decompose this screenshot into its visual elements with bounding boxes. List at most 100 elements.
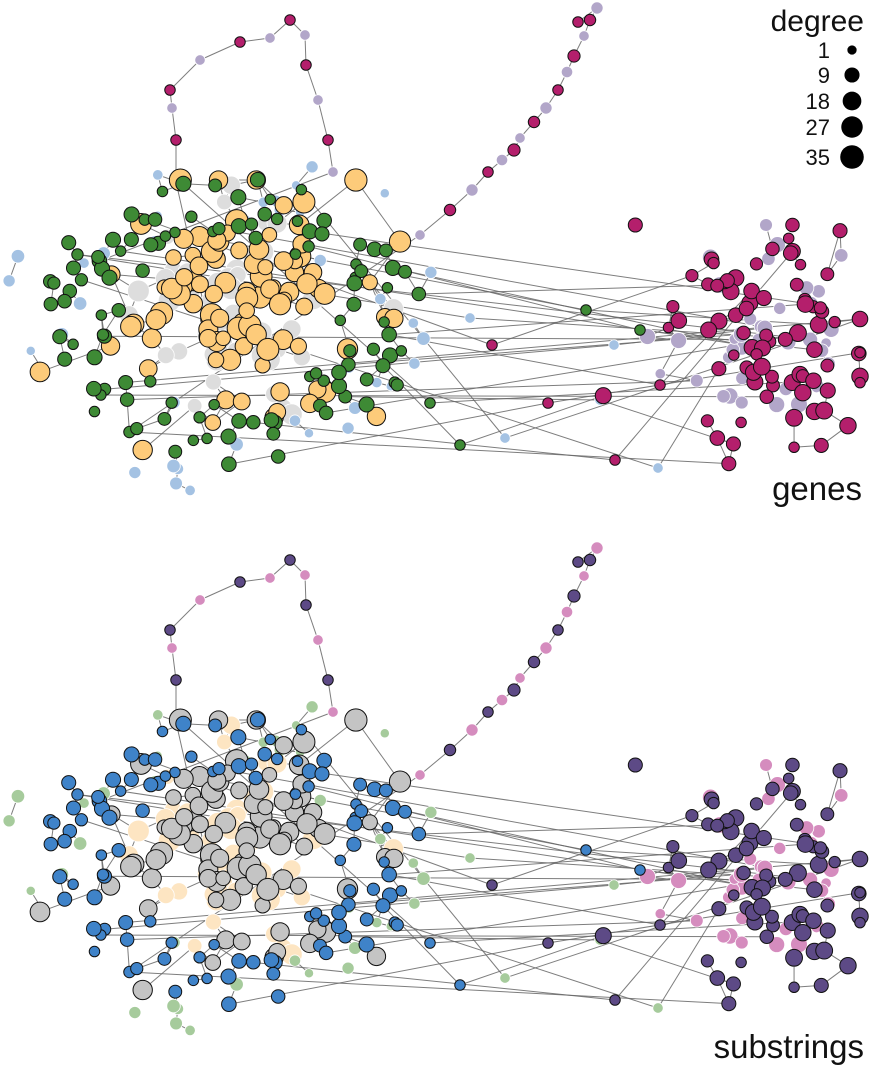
- network-node: [716, 929, 731, 944]
- network-edge: [826, 230, 841, 275]
- network-edge: [504, 868, 832, 979]
- network-node: [374, 832, 387, 846]
- network-node: [408, 897, 421, 910]
- network-node: [735, 416, 747, 429]
- network-node: [169, 476, 183, 491]
- network-node: [230, 241, 249, 260]
- network-node: [204, 373, 222, 391]
- network-node: [379, 188, 390, 199]
- network-node: [166, 642, 178, 654]
- network-node: [709, 970, 726, 986]
- network-node: [257, 746, 272, 762]
- network-node: [302, 780, 315, 793]
- network-node: [384, 259, 401, 277]
- network-node: [246, 414, 261, 430]
- network-node: [424, 937, 436, 949]
- network-node: [118, 914, 134, 931]
- network-node: [187, 434, 200, 447]
- network-node: [123, 746, 140, 763]
- substrings-edges: [8, 547, 861, 1031]
- network-node: [381, 822, 394, 834]
- network-node: [666, 839, 680, 854]
- network-node: [143, 777, 159, 793]
- network-node: [156, 185, 169, 198]
- network-edge: [39, 345, 111, 373]
- network-node: [828, 855, 841, 869]
- network-node: [354, 264, 369, 278]
- network-node: [52, 329, 68, 345]
- network-node: [755, 829, 772, 847]
- network-node: [788, 441, 800, 454]
- network-edge: [418, 284, 720, 295]
- legend-label-9: 9: [818, 63, 830, 88]
- network-node: [634, 864, 646, 876]
- network-node: [230, 218, 247, 235]
- network-node: [580, 304, 592, 316]
- network-node: [736, 325, 751, 341]
- network-node: [773, 841, 787, 855]
- network-node: [794, 798, 807, 811]
- network-node: [752, 357, 771, 376]
- network-node: [854, 346, 866, 359]
- legend-marker-1: [847, 45, 857, 55]
- network-node: [454, 439, 466, 451]
- network-node: [408, 357, 421, 370]
- network-node: [169, 1016, 183, 1031]
- network-node: [268, 293, 292, 316]
- network-node: [759, 389, 775, 404]
- network-node: [300, 59, 312, 71]
- legend-label-27: 27: [806, 115, 830, 140]
- network-node: [120, 315, 142, 338]
- network-node: [443, 203, 457, 217]
- network-node: [454, 979, 466, 991]
- network-node: [796, 295, 815, 313]
- network-node: [291, 215, 304, 228]
- network-node: [86, 920, 102, 937]
- network-node: [201, 432, 213, 445]
- network-node: [157, 411, 172, 426]
- network-node: [212, 762, 226, 776]
- network-node: [120, 855, 142, 878]
- network-node: [91, 790, 106, 804]
- network-node: [813, 841, 827, 855]
- network-node: [104, 231, 122, 248]
- network-edge: [39, 885, 111, 913]
- network-node: [204, 824, 223, 844]
- network-node: [132, 979, 153, 1001]
- network-node: [499, 432, 511, 444]
- network-node: [47, 276, 61, 290]
- network-edge: [305, 64, 319, 101]
- network-node: [670, 312, 688, 329]
- network-node: [749, 797, 764, 811]
- network-node: [358, 936, 375, 953]
- network-node: [707, 796, 720, 810]
- network-node: [654, 379, 666, 391]
- network-node: [670, 872, 687, 889]
- network-edge: [504, 328, 832, 439]
- network-node: [709, 430, 726, 446]
- network-node: [785, 757, 800, 773]
- network-node: [25, 345, 36, 356]
- network-node: [127, 279, 150, 303]
- network-node: [114, 245, 127, 257]
- legend-marker-27: [841, 116, 863, 138]
- network-node: [43, 836, 59, 852]
- network-node: [61, 775, 77, 791]
- network-node: [670, 852, 688, 869]
- network-node: [499, 972, 511, 984]
- network-node: [464, 312, 476, 324]
- network-node: [773, 301, 787, 315]
- network-node: [700, 954, 714, 968]
- network-node: [119, 392, 135, 407]
- network-node: [263, 952, 280, 968]
- network-edge: [169, 59, 201, 91]
- network-node: [270, 212, 284, 226]
- network-node: [759, 218, 773, 232]
- network-node: [309, 907, 323, 920]
- network-node: [231, 953, 247, 969]
- network-node: [248, 770, 264, 786]
- network-node: [777, 871, 793, 887]
- network-node: [327, 166, 339, 178]
- network-node: [305, 700, 319, 714]
- network-node: [165, 249, 182, 266]
